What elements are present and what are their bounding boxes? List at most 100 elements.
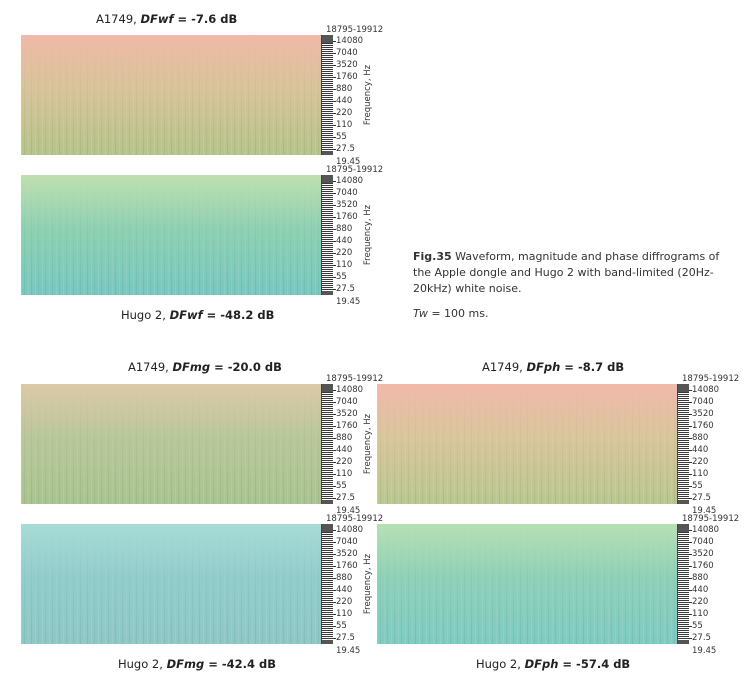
panel-title-hugo2-dfwf: Hugo 2, DFwf = -48.2 dB xyxy=(121,308,274,322)
axis-tick-label: 110 xyxy=(332,469,353,479)
axis-tick-label: 3520 xyxy=(333,549,358,559)
panel-eq: = xyxy=(202,308,221,322)
noise-texture xyxy=(21,35,321,155)
axis-tick-label: 220 xyxy=(332,457,353,467)
axis-tick-label: 14080 xyxy=(332,36,364,46)
panel-metric: DFph xyxy=(524,657,559,671)
axis-tick-label: 1760 xyxy=(333,561,358,571)
window-size-note: Tw = 100 ms. xyxy=(413,307,488,320)
axis-tick-label: 110 xyxy=(332,260,353,270)
axis-bottom-label: 19.45 xyxy=(336,157,361,167)
panel-eq: = xyxy=(560,360,578,374)
axis-tick-label: 440 xyxy=(688,445,709,455)
axis-tick-label: 110 xyxy=(688,609,709,619)
axis-tick-label: 14080 xyxy=(332,176,364,186)
panel-device: Hugo 2, xyxy=(118,657,167,671)
axis-tick-label: 7040 xyxy=(333,537,358,547)
axis-tick-label: 14080 xyxy=(332,525,364,535)
panel-value: -42.4 dB xyxy=(221,657,276,671)
noise-texture xyxy=(21,524,321,644)
axis-bottom-label: 19.45 xyxy=(336,297,361,307)
axis-tick-label: 220 xyxy=(688,457,709,467)
axis-tick-label: 14080 xyxy=(688,525,720,535)
panel-title-a1749-dfwf: A1749, DFwf = -7.6 dB xyxy=(96,12,237,26)
axis-tick-label: 3520 xyxy=(333,409,358,419)
frequency-scale-bar xyxy=(321,524,333,644)
axis-tick-label: 220 xyxy=(688,597,709,607)
axis-tick-label: 27.5 xyxy=(333,493,355,503)
axis-tick-label: 14080 xyxy=(332,385,364,395)
axis-tick-label: 880 xyxy=(332,433,353,443)
frequency-axis: 18795-19912 14080 7040 3520 1760 880 440 220 11… xyxy=(326,165,394,315)
axis-ylabel: Frequency, Hz xyxy=(363,64,373,126)
panel-value: -20.0 dB xyxy=(227,360,282,374)
caption-lead: Fig.35 xyxy=(413,250,452,263)
panel-device: A1749, xyxy=(96,12,141,26)
axis-tick-label: 27.5 xyxy=(333,144,355,154)
axis-tick-label: 220 xyxy=(332,597,353,607)
frequency-scale-bar xyxy=(677,524,689,644)
diffrogram-hugo2-dfmg xyxy=(21,524,321,644)
axis-bottom-label: 19.45 xyxy=(692,506,717,516)
tw-text: = 100 ms. xyxy=(427,307,489,320)
axis-range-label: 18795-19912 xyxy=(682,514,740,524)
axis-tick-label: 27.5 xyxy=(689,493,711,503)
panel-device: Hugo 2, xyxy=(476,657,525,671)
axis-tick-label: 27.5 xyxy=(333,633,355,643)
panel-metric: DFmg xyxy=(166,657,205,671)
panel-eq: = xyxy=(210,360,228,374)
axis-tick-label: 55 xyxy=(333,132,347,142)
axis-tick-label: 55 xyxy=(333,621,347,631)
axis-tick-label: 880 xyxy=(332,573,353,583)
frequency-scale-bar xyxy=(321,175,333,295)
diffrogram-hugo2-dfph xyxy=(377,524,677,644)
axis-bottom-label: 19.45 xyxy=(336,506,361,516)
figure-caption: Fig.35 Waveform, magnitude and phase dif… xyxy=(413,249,735,297)
axis-tick-label: 7040 xyxy=(333,397,358,407)
axis-tick-label: 1760 xyxy=(333,421,358,431)
axis-tick-label: 110 xyxy=(332,120,353,130)
panel-value: -48.2 dB xyxy=(220,308,275,322)
axis-tick-label: 27.5 xyxy=(333,284,355,294)
axis-tick-label: 3520 xyxy=(333,200,358,210)
axis-tick-label: 440 xyxy=(332,96,353,106)
frequency-scale-bar xyxy=(321,35,333,155)
axis-tick-label: 220 xyxy=(332,108,353,118)
axis-tick-label: 440 xyxy=(332,236,353,246)
axis-tick-label: 55 xyxy=(333,272,347,282)
axis-tick-label: 3520 xyxy=(689,409,714,419)
axis-tick-label: 3520 xyxy=(689,549,714,559)
axis-range-label: 18795-19912 xyxy=(326,25,384,35)
panel-title-hugo2-dfmg: Hugo 2, DFmg = -42.4 dB xyxy=(118,657,276,671)
frequency-axis: 18795-19912 14080 7040 3520 1760 880 440 220 11… xyxy=(326,374,394,524)
axis-tick-label: 3520 xyxy=(333,60,358,70)
diffrogram-a1749-dfph xyxy=(377,384,677,504)
axis-tick-label: 7040 xyxy=(333,48,358,58)
axis-ylabel: Frequency, Hz xyxy=(363,204,373,266)
panel-eq: = xyxy=(558,657,577,671)
axis-range-label: 18795-19912 xyxy=(326,514,384,524)
axis-tick-label: 440 xyxy=(688,585,709,595)
diffrogram-a1749-dfwf xyxy=(21,35,321,155)
panel-title-a1749-dfmg: A1749, DFmg = -20.0 dB xyxy=(128,360,282,374)
axis-tick-label: 220 xyxy=(332,248,353,258)
axis-range-label: 18795-19912 xyxy=(682,374,740,384)
frequency-axis: 18795-19912 14080 7040 3520 1760 880 440 220 11… xyxy=(326,514,394,664)
axis-tick-label: 1760 xyxy=(333,212,358,222)
axis-tick-label: 27.5 xyxy=(689,633,711,643)
panel-eq: = xyxy=(204,657,222,671)
panel-eq: = xyxy=(173,12,192,26)
panel-device: A1749, xyxy=(128,360,173,374)
axis-tick-label: 55 xyxy=(333,481,347,491)
panel-metric: DFwf xyxy=(169,308,203,322)
noise-texture xyxy=(21,175,321,295)
panel-metric: DFph xyxy=(526,360,561,374)
diffrogram-hugo2-dfwf xyxy=(21,175,321,295)
panel-device: Hugo 2, xyxy=(121,308,170,322)
axis-tick-label: 440 xyxy=(332,585,353,595)
axis-range-label: 18795-19912 xyxy=(326,165,384,175)
panel-value: -8.7 dB xyxy=(577,360,625,374)
axis-tick-label: 880 xyxy=(688,573,709,583)
panel-metric: DFwf xyxy=(140,12,174,26)
frequency-axis: 18795-19912 14080 7040 3520 1760 880 440 220 11… xyxy=(682,374,744,524)
